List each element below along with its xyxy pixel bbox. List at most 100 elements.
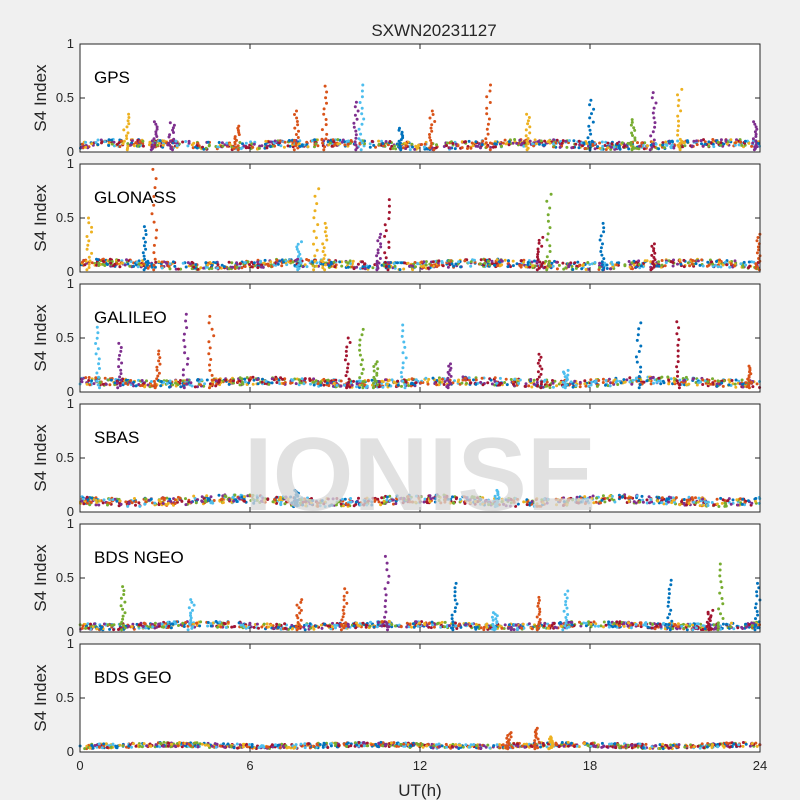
data-point bbox=[533, 264, 537, 268]
data-point bbox=[677, 145, 681, 149]
data-point bbox=[411, 264, 414, 268]
data-point bbox=[153, 141, 157, 145]
data-point bbox=[536, 370, 540, 374]
data-point bbox=[733, 259, 737, 263]
data-point bbox=[625, 378, 629, 382]
data-point bbox=[348, 262, 352, 265]
data-point bbox=[333, 143, 337, 147]
data-point bbox=[360, 112, 364, 116]
data-point bbox=[298, 252, 302, 256]
data-point bbox=[252, 142, 256, 146]
data-point bbox=[313, 254, 317, 258]
data-point bbox=[107, 138, 111, 142]
data-point bbox=[588, 103, 592, 107]
data-point bbox=[511, 264, 515, 268]
data-point bbox=[588, 116, 592, 120]
data-point bbox=[233, 135, 237, 139]
data-point bbox=[151, 167, 155, 171]
data-point bbox=[110, 138, 113, 142]
data-point bbox=[192, 494, 196, 498]
data-point bbox=[551, 142, 555, 146]
data-point bbox=[322, 377, 326, 381]
data-point bbox=[414, 265, 417, 269]
data-point bbox=[265, 146, 269, 150]
data-point bbox=[228, 143, 232, 146]
data-point bbox=[430, 123, 434, 127]
data-point bbox=[604, 379, 608, 382]
data-point bbox=[637, 379, 641, 383]
data-point bbox=[247, 381, 251, 385]
data-point bbox=[707, 140, 711, 144]
data-point bbox=[98, 367, 101, 370]
data-point bbox=[267, 625, 270, 629]
data-point bbox=[386, 268, 390, 272]
data-point bbox=[260, 380, 264, 384]
data-point bbox=[433, 120, 437, 123]
data-point bbox=[635, 338, 639, 342]
data-point bbox=[438, 378, 442, 382]
data-point bbox=[729, 138, 733, 142]
data-point bbox=[375, 254, 379, 258]
data-point bbox=[378, 257, 382, 260]
data-point bbox=[602, 257, 606, 261]
data-point bbox=[324, 137, 328, 141]
data-point bbox=[345, 386, 349, 390]
data-point bbox=[453, 379, 456, 383]
data-point bbox=[703, 142, 707, 146]
data-point bbox=[85, 382, 89, 386]
data-point bbox=[623, 144, 626, 148]
data-point bbox=[639, 625, 643, 629]
data-point bbox=[158, 362, 162, 366]
data-point bbox=[628, 265, 632, 269]
data-point bbox=[134, 141, 138, 145]
data-point bbox=[231, 265, 235, 269]
data-point bbox=[485, 95, 489, 99]
data-point bbox=[645, 379, 649, 383]
data-point bbox=[672, 380, 676, 384]
data-point bbox=[165, 496, 169, 500]
data-point bbox=[238, 262, 242, 266]
data-point bbox=[477, 142, 481, 146]
data-point bbox=[85, 235, 89, 238]
data-point bbox=[244, 141, 248, 145]
data-point bbox=[185, 378, 189, 382]
data-point bbox=[127, 116, 131, 119]
data-point bbox=[87, 216, 90, 220]
data-point bbox=[401, 351, 405, 355]
data-point bbox=[747, 364, 751, 368]
data-point bbox=[85, 501, 89, 505]
data-point bbox=[211, 382, 215, 386]
data-point bbox=[325, 101, 328, 105]
data-point bbox=[194, 263, 198, 267]
data-point bbox=[87, 262, 91, 266]
data-point bbox=[358, 101, 362, 104]
data-point bbox=[755, 127, 759, 131]
data-point bbox=[97, 261, 101, 265]
data-point bbox=[407, 384, 411, 388]
data-point bbox=[217, 378, 221, 382]
data-point bbox=[136, 265, 140, 269]
data-point bbox=[488, 263, 492, 267]
data-point bbox=[312, 383, 316, 387]
data-point bbox=[354, 136, 358, 140]
data-point bbox=[754, 143, 758, 147]
data-point bbox=[636, 333, 640, 337]
data-point bbox=[236, 144, 240, 148]
data-point bbox=[384, 229, 388, 233]
data-point bbox=[187, 139, 191, 143]
data-point bbox=[204, 146, 208, 150]
data-point bbox=[525, 139, 529, 143]
data-point bbox=[683, 378, 686, 382]
data-point bbox=[214, 379, 218, 383]
data-point bbox=[719, 265, 723, 269]
data-point bbox=[172, 137, 176, 141]
data-point bbox=[202, 147, 206, 151]
data-point bbox=[346, 362, 350, 366]
data-point bbox=[437, 259, 441, 263]
data-point bbox=[676, 360, 680, 364]
data-point bbox=[345, 370, 349, 374]
data-point bbox=[376, 251, 380, 255]
data-point bbox=[593, 261, 597, 264]
data-point bbox=[427, 377, 431, 381]
